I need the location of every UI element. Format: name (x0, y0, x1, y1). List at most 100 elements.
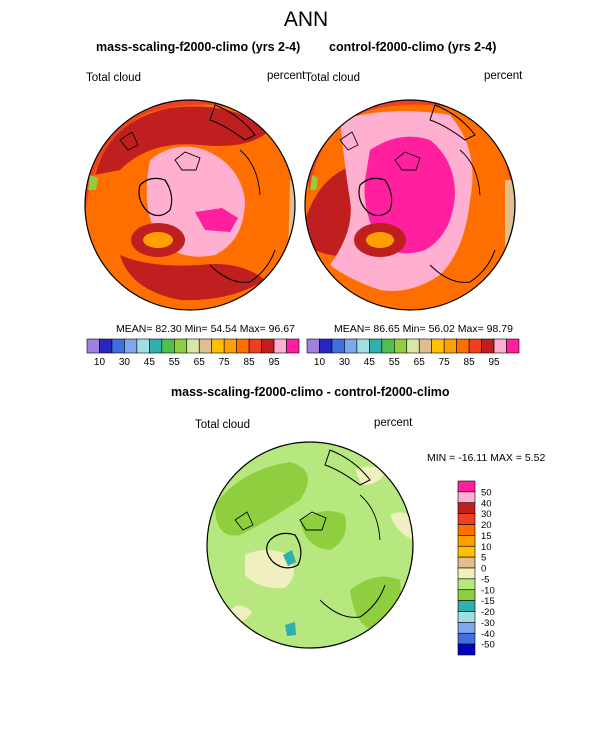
diff-colorbar-swatch (457, 535, 476, 547)
diff-colorbar-tick-label: 50 (481, 487, 492, 498)
panel2-colorbar-tick-label: 85 (464, 357, 476, 368)
diff-colorbar-tick-label: 5 (481, 553, 486, 564)
panel2-colorbar-swatch (306, 338, 320, 354)
panel1-max-label: Max= (239, 323, 266, 335)
panel1-stats: MEAN= 82.30 Min= 54.54 Max= 96.67 (116, 323, 295, 335)
panel1-units-label: percent (267, 70, 306, 82)
panel2-colorbar: 10 30 45 55 65 75 85 95 (306, 338, 520, 368)
panel1-colorbar: 10 30 45 55 65 75 85 95 (86, 338, 300, 368)
diff-colorbar-swatch (457, 545, 476, 558)
panel1-title: mass-scaling-f2000-climo (yrs 2-4) (96, 40, 301, 54)
panel2-colorbar-swatch (319, 338, 333, 354)
diff-colorbar-swatch (457, 611, 476, 623)
panel2-colorbar-swatch (393, 338, 408, 354)
panel2-variable-label: Total cloud (305, 72, 360, 84)
panel2-colorbar-swatch (468, 338, 482, 354)
diff-colorbar-tick-label: -10 (481, 585, 495, 596)
diff-colorbar-tick-label: -50 (481, 640, 495, 651)
panel2-colorbar-tick-label: 55 (389, 357, 401, 368)
panel2-map (304, 99, 516, 311)
diff-colorbar-tick-label: 15 (481, 531, 492, 542)
diff-colorbar-swatch (457, 567, 476, 580)
panel2-title: control-f2000-climo (yrs 2-4) (329, 40, 497, 54)
panel1-min-label: Min= (184, 323, 208, 335)
panel1-mean-label: MEAN= (116, 323, 153, 335)
panel2-colorbar-tick-label: 95 (488, 357, 500, 368)
panel1-colorbar-tick-label: 75 (219, 357, 231, 368)
panel1-max-value: 96.67 (268, 323, 295, 335)
panel2-colorbar-swatch (431, 338, 445, 354)
diff-colorbar-swatch (457, 632, 476, 645)
panel2-colorbar-swatch (418, 338, 433, 354)
panel2-max-value: 98.79 (486, 323, 513, 335)
panel1-colorbar-swatch (149, 338, 163, 354)
panel2-colorbar-tick-label: 75 (439, 357, 451, 368)
panel2-colorbar-tick-label: 65 (414, 357, 426, 368)
panel1-colorbar-tick-label: 65 (194, 357, 206, 368)
panel1-colorbar-tick-label: 10 (94, 357, 106, 368)
panel1-colorbar-swatch (124, 338, 138, 354)
panel2-units-label: percent (484, 70, 523, 82)
diff-colorbar-swatch (457, 524, 476, 536)
panel2-colorbar-swatch (406, 338, 420, 354)
panel2-colorbar-swatch (369, 338, 383, 354)
panel1-colorbar-tick-label: 30 (119, 357, 131, 368)
diff-colorbar-tick-label: 10 (481, 542, 492, 553)
panel1-colorbar-tick-label: 95 (268, 357, 280, 368)
diff-colorbar-tick-label: -5 (481, 574, 489, 585)
panel1-colorbar-tick-label: 45 (144, 357, 156, 368)
diff-colorbar-swatch (457, 578, 476, 591)
panel1-colorbar-swatch (86, 338, 100, 354)
panel2-colorbar-swatch (506, 338, 520, 354)
panel1-colorbar-swatch (273, 338, 287, 354)
panel2-colorbar-swatch (356, 338, 370, 354)
panel3-units-label: percent (374, 417, 413, 429)
panel1-mean-value: 82.30 (155, 323, 182, 335)
diff-colorbar-swatch (457, 556, 476, 569)
diff-colorbar-swatch (457, 600, 476, 612)
panel1-colorbar-swatch (248, 338, 262, 354)
panel3-variable-label: Total cloud (195, 419, 250, 431)
panel2-mean-value: 86.65 (373, 323, 400, 335)
panel3-map (206, 441, 414, 649)
diff-colorbar-tick-label: -40 (481, 629, 495, 640)
panel2-stats: MEAN= 86.65 Min= 56.02 Max= 98.79 (334, 323, 513, 335)
diff-colorbar-tick-label: 40 (481, 498, 492, 509)
panel2-colorbar-swatch (456, 338, 470, 354)
diff-colorbar-swatch (457, 622, 476, 634)
panel2-colorbar-swatch (443, 338, 457, 354)
diff-colorbar-swatch (457, 491, 476, 504)
panel2-min-label: Min= (402, 323, 426, 335)
panel2-colorbar-swatch (331, 338, 345, 354)
panel1-colorbar-swatch (99, 338, 113, 354)
panel1-colorbar-swatch (198, 338, 213, 354)
panel1-colorbar-swatch (286, 338, 300, 354)
panel1-colorbar-swatch (223, 338, 237, 354)
panel3-minmax: MIN = -16.11 MAX = 5.52 (427, 452, 546, 464)
panel1-min-value: 54.54 (210, 323, 237, 335)
panel1-colorbar-swatch (211, 338, 225, 354)
panel1-colorbar-swatch (186, 338, 200, 354)
panel2-colorbar-swatch (381, 338, 395, 354)
panel1-map (84, 99, 296, 311)
panel2-colorbar-swatch (344, 338, 358, 354)
panel2-max-label: Max= (457, 323, 484, 335)
diff-colorbar-tick-label: -30 (481, 618, 495, 629)
diff-colorbar-tick-label: -20 (481, 607, 495, 618)
diff-colorbar-tick-label: 30 (481, 509, 492, 520)
panel1-colorbar-tick-label: 55 (169, 357, 181, 368)
panel1-colorbar-swatch (111, 338, 125, 354)
panel2-mean-label: MEAN= (334, 323, 371, 335)
diff-colorbar-swatch (457, 513, 476, 525)
panel3-title: mass-scaling-f2000-climo - control-f2000… (171, 385, 450, 399)
diff-colorbar-tick-label: 0 (481, 564, 486, 575)
panel2-colorbar-swatch (481, 338, 495, 354)
panel2-colorbar-swatch (493, 338, 507, 354)
panel1-colorbar-swatch (236, 338, 250, 354)
diff-colorbar-tick-label: 20 (481, 520, 492, 531)
panel1-variable-label: Total cloud (86, 72, 141, 84)
diff-colorbar-tick-label: -15 (481, 596, 495, 607)
panel2-colorbar-tick-label: 30 (339, 357, 351, 368)
